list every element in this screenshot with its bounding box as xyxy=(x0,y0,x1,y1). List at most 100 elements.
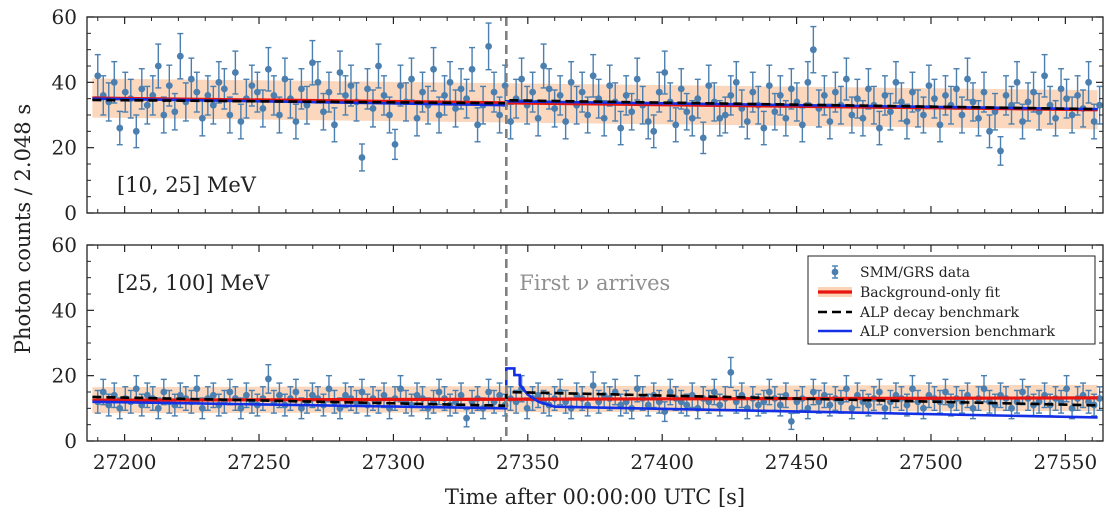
data-marker xyxy=(865,85,872,93)
data-marker xyxy=(320,108,327,116)
data-point xyxy=(138,68,146,110)
data-marker xyxy=(644,401,652,409)
data-marker xyxy=(193,385,201,393)
y-tick-label: 60 xyxy=(52,233,77,257)
data-point xyxy=(787,412,795,431)
data-point xyxy=(143,85,151,125)
data-point xyxy=(331,107,338,143)
panel-label: [25, 100] MeV xyxy=(117,271,270,295)
data-marker xyxy=(176,391,184,399)
data-marker xyxy=(1057,85,1065,93)
data-point xyxy=(474,107,481,143)
data-marker xyxy=(909,385,916,393)
x-tick-label: 27400 xyxy=(630,450,694,474)
data-marker xyxy=(397,82,404,89)
legend-label: ALP conversion benchmark xyxy=(859,324,1055,340)
data-point xyxy=(408,57,415,101)
data-marker xyxy=(1068,111,1076,119)
data-point xyxy=(452,89,459,128)
data-marker xyxy=(578,88,586,96)
data-marker xyxy=(369,105,377,112)
data-point xyxy=(771,92,779,131)
data-marker xyxy=(397,385,404,393)
data-marker xyxy=(419,88,426,96)
data-marker xyxy=(887,108,894,116)
panel-low-energy: 0 20 40 60 [10, 25] MeV xyxy=(52,5,1104,225)
conversion-benchmark-line xyxy=(92,367,1098,419)
data-marker xyxy=(881,404,889,412)
data-marker xyxy=(688,391,696,399)
data-marker xyxy=(804,78,812,86)
data-point xyxy=(628,92,636,131)
data-marker xyxy=(556,92,564,99)
data-point xyxy=(997,135,1004,166)
data-point xyxy=(556,75,564,116)
data-point xyxy=(215,60,223,104)
data-point xyxy=(765,378,773,406)
data-marker xyxy=(727,92,735,99)
data-marker xyxy=(413,114,421,122)
data-point xyxy=(782,99,790,137)
data-point xyxy=(231,50,239,95)
panel-high-energy: 0 20 40 60 27200 27250 27300 27350 27400 27450 275… xyxy=(52,233,1104,474)
data-point xyxy=(264,46,272,92)
data-point xyxy=(358,143,366,172)
data-marker xyxy=(1085,78,1092,86)
data-point xyxy=(732,60,740,104)
data-point xyxy=(589,53,597,98)
data-marker xyxy=(391,141,399,148)
data-marker xyxy=(892,78,900,86)
panel-label: [10, 25] MeV xyxy=(117,173,257,197)
data-marker xyxy=(220,85,228,93)
legend-label: Background-only fit xyxy=(860,285,1000,301)
data-point xyxy=(776,75,784,116)
data-marker xyxy=(132,127,140,135)
data-marker xyxy=(187,75,195,83)
legend-label: SMM/GRS data xyxy=(860,265,970,281)
data-marker xyxy=(452,105,459,112)
y-tick-label: 0 xyxy=(64,429,77,453)
data-marker xyxy=(694,95,702,103)
data-point xyxy=(116,110,124,146)
data-marker xyxy=(727,369,735,376)
data-marker xyxy=(490,88,498,96)
data-marker xyxy=(765,388,773,396)
data-marker xyxy=(226,388,234,396)
panel-frame xyxy=(86,16,1104,214)
data-marker xyxy=(1085,398,1092,406)
data-marker xyxy=(231,69,239,76)
data-marker xyxy=(606,82,614,89)
data-marker xyxy=(331,121,338,129)
data-point xyxy=(154,43,162,89)
data-point xyxy=(804,60,812,104)
data-marker xyxy=(710,388,718,396)
data-point xyxy=(1024,82,1032,122)
data-marker xyxy=(969,98,977,106)
data-marker xyxy=(551,105,559,112)
decay-benchmark-line xyxy=(92,390,1098,408)
neutrino-arrival-label: First ν arrives xyxy=(519,271,670,295)
data-marker xyxy=(94,72,102,80)
data-marker xyxy=(121,88,129,96)
data-marker xyxy=(276,111,283,119)
data-marker xyxy=(942,388,949,396)
ticks: 0 20 40 60 27200 27250 27300 27350 27400 27450 275… xyxy=(52,233,1103,474)
data-marker xyxy=(749,88,757,96)
ticks: 0 20 40 60 xyxy=(52,5,1103,225)
data-marker xyxy=(380,391,388,399)
data-point xyxy=(325,71,333,113)
y-axis-label: Photon counts / 2.048 s xyxy=(11,104,35,354)
data-marker xyxy=(457,391,465,399)
data-point xyxy=(397,64,404,107)
data-point xyxy=(986,114,993,149)
data-marker xyxy=(876,124,883,132)
data-marker xyxy=(226,111,234,119)
data-marker xyxy=(116,404,124,412)
data-marker xyxy=(677,85,685,93)
data-point xyxy=(1046,85,1054,125)
y-tick-label: 20 xyxy=(52,364,77,388)
data-marker xyxy=(716,401,724,409)
legend-symbol-background-fit xyxy=(818,287,852,297)
data-point xyxy=(942,378,949,406)
